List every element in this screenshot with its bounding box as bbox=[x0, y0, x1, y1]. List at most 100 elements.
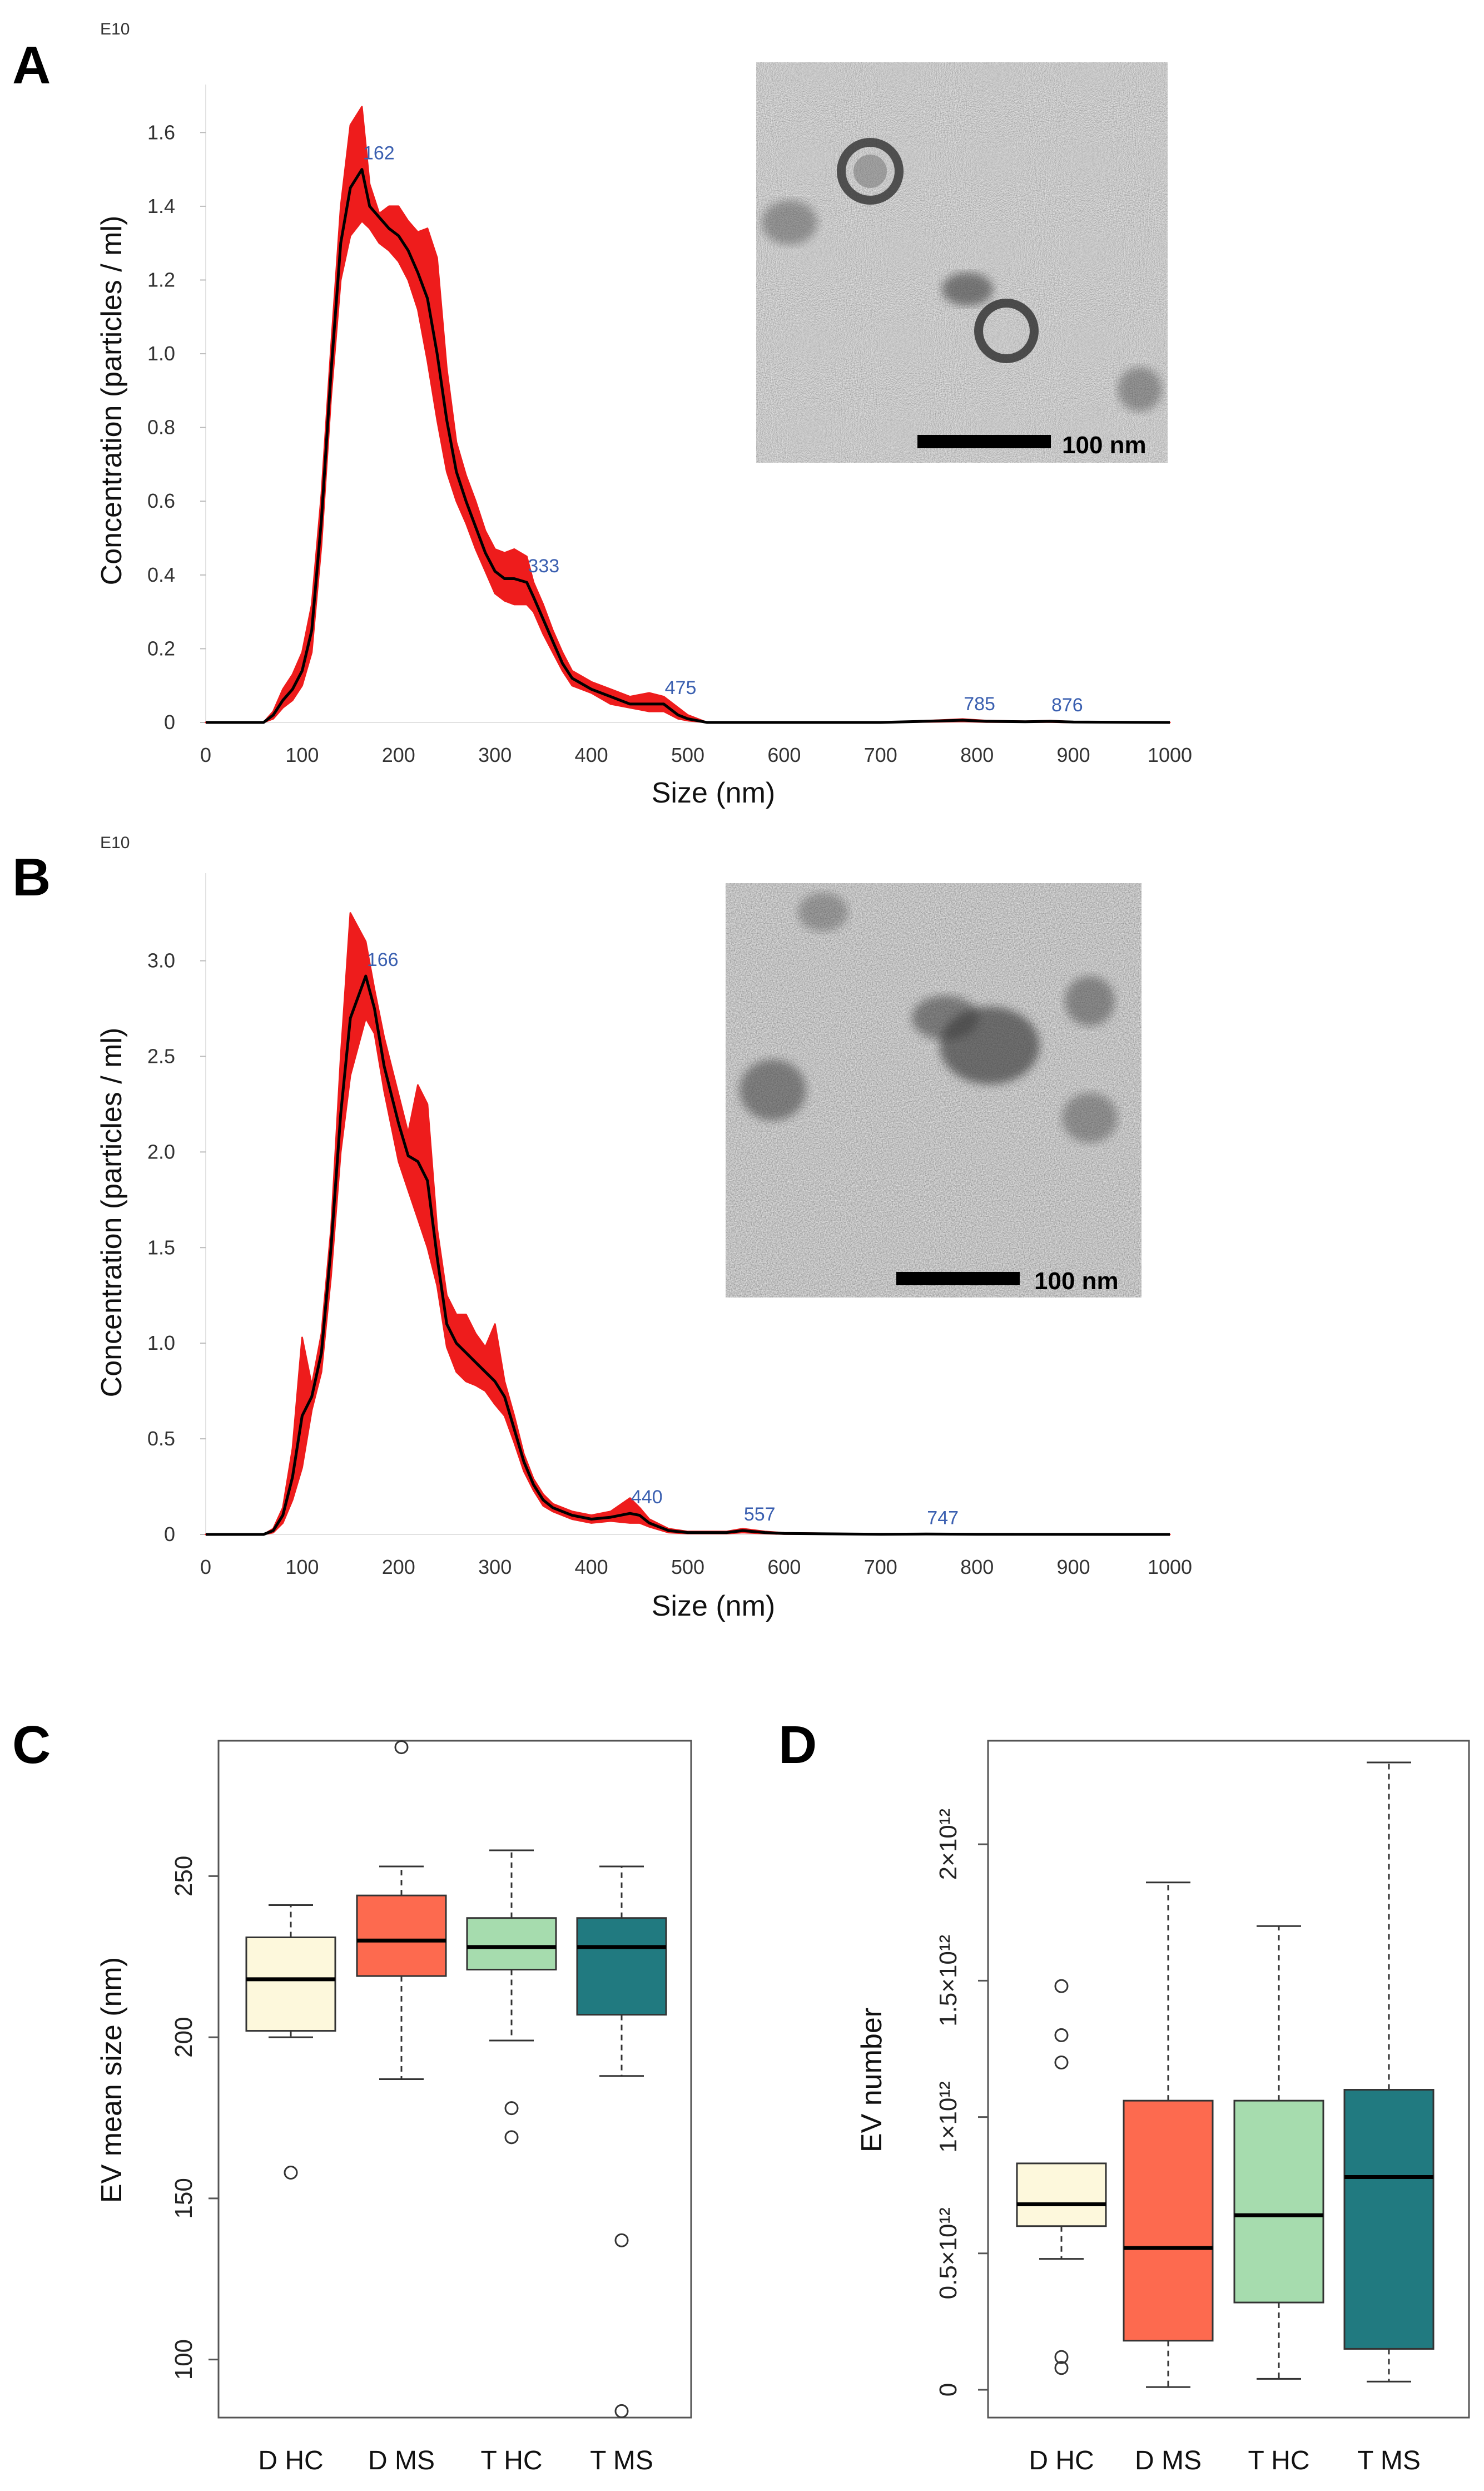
outlier-point bbox=[504, 2130, 519, 2145]
size-distribution-chart-a: E10 0 0.2 0.4 0.6 0.8 1.0 1.2 1.4 1.6 0 100 200 300… bbox=[96, 20, 1192, 809]
outlier-point bbox=[1054, 1979, 1069, 1993]
x-tick-label: 1000 bbox=[1148, 744, 1192, 766]
x-axis-title-a: Size (nm) bbox=[652, 777, 775, 809]
x-tick-label: 600 bbox=[767, 1556, 801, 1578]
x-tick-label: 200 bbox=[382, 1556, 415, 1578]
scale-bar-b bbox=[896, 1272, 1020, 1285]
peak-label: 166 bbox=[367, 949, 399, 970]
y-tick-label: 3.0 bbox=[147, 949, 175, 972]
tem-image-b: 100 nm bbox=[726, 883, 1141, 1298]
x-tick-label: 0 bbox=[200, 1556, 211, 1578]
y-tick-label: 1×10¹² bbox=[935, 2081, 962, 2152]
y-axis-title-a: Concentration (particles / ml) bbox=[96, 216, 128, 586]
categories-c: D HC D MS T HC T MS bbox=[258, 2446, 653, 2475]
categories-d: D HC D MS T HC T MS bbox=[1029, 2446, 1421, 2475]
y-ticks-b: 0 0.5 1.0 1.5 2.0 2.5 3.0 bbox=[147, 949, 206, 1546]
y-tick-label: 1.2 bbox=[147, 268, 175, 291]
boxes-c bbox=[245, 1740, 667, 2418]
plot-frame-d bbox=[987, 1740, 1470, 2419]
box bbox=[1233, 2099, 1324, 2304]
y-tick-label: 0.5×10¹² bbox=[935, 2207, 962, 2299]
mean-line bbox=[206, 168, 1170, 724]
x-tick-label: 300 bbox=[478, 744, 512, 766]
scale-bar-label-a: 100 nm bbox=[1062, 432, 1146, 459]
peak-label: 876 bbox=[1051, 695, 1083, 716]
x-tick-label: 900 bbox=[1057, 1556, 1090, 1578]
peak-label: 440 bbox=[631, 1487, 663, 1508]
panel-letter-c: C bbox=[12, 1715, 51, 1775]
x-tick-label: 200 bbox=[382, 744, 415, 766]
exponent-label-b: E10 bbox=[100, 834, 130, 852]
category-label: D MS bbox=[1135, 2446, 1202, 2475]
x-tick-label: 700 bbox=[864, 744, 897, 766]
y-tick-label: 250 bbox=[170, 1856, 197, 1896]
y-tick-label: 2.0 bbox=[147, 1140, 175, 1163]
y-tick-label: 0.6 bbox=[147, 489, 175, 512]
category-label: D HC bbox=[1029, 2446, 1094, 2475]
outlier-point bbox=[284, 2166, 298, 2180]
y-tick-label: 2.5 bbox=[147, 1044, 175, 1067]
x-tick-label: 900 bbox=[1057, 744, 1090, 766]
peak-annotations-b: 166 440 557 747 bbox=[367, 949, 959, 1528]
box bbox=[1016, 2162, 1107, 2227]
y-tick-label: 150 bbox=[170, 2178, 197, 2218]
x-tick-label: 500 bbox=[671, 744, 704, 766]
category-label: D HC bbox=[258, 2446, 323, 2475]
outlier-point bbox=[614, 2233, 629, 2247]
x-tick-label: 400 bbox=[575, 1556, 608, 1578]
panel-letter-b: B bbox=[12, 848, 51, 907]
y-tick-label: 0 bbox=[164, 711, 175, 734]
category-label: T MS bbox=[590, 2446, 653, 2475]
x-tick-label: 700 bbox=[864, 1556, 897, 1578]
series-b bbox=[205, 912, 1171, 1536]
y-tick-label: 1.6 bbox=[147, 121, 175, 143]
box bbox=[245, 1937, 336, 2032]
y-ticks-d: 0 0.5×10¹² 1×10¹² 1.5×10¹² 2×10¹² bbox=[935, 1809, 988, 2396]
y-tick-label: 1.0 bbox=[147, 342, 175, 365]
x-tick-label: 1000 bbox=[1148, 1556, 1192, 1578]
peak-label: 333 bbox=[528, 556, 559, 577]
y-tick-label: 1.0 bbox=[147, 1331, 175, 1354]
outlier-point bbox=[614, 2404, 629, 2418]
y-axis-title-b: Concentration (particles / ml) bbox=[96, 1028, 128, 1398]
y-tick-label: 1.4 bbox=[147, 195, 175, 217]
exponent-label-a: E10 bbox=[100, 20, 130, 38]
x-tick-label: 500 bbox=[671, 1556, 704, 1578]
mean-line bbox=[206, 974, 1170, 1536]
series-a bbox=[205, 106, 1171, 724]
y-axis-title-c: EV mean size (nm) bbox=[96, 1957, 128, 2203]
x-tick-label: 600 bbox=[767, 744, 801, 766]
panel-letter-a: A bbox=[12, 36, 51, 95]
peak-label: 162 bbox=[363, 143, 395, 164]
box bbox=[356, 1894, 447, 1977]
box bbox=[1123, 2099, 1214, 2342]
peak-label: 785 bbox=[964, 694, 995, 715]
x-ticks-b: 0 100 200 300 400 500 600 700 800 900 1000 bbox=[200, 1556, 1192, 1578]
box bbox=[1343, 2089, 1435, 2350]
outlier-point bbox=[1054, 2361, 1069, 2375]
outlier-point bbox=[504, 2101, 519, 2116]
box-plot-d: 0 0.5×10¹² 1×10¹² 1.5×10¹² 2×10¹² D HC D MS T … bbox=[856, 1740, 1470, 2475]
x-tick-label: 0 bbox=[200, 744, 211, 766]
boxes-d bbox=[1016, 1761, 1435, 2388]
box bbox=[466, 1917, 557, 1970]
y-tick-label: 0.4 bbox=[147, 563, 175, 586]
outlier-point bbox=[1054, 2055, 1069, 2069]
category-label: T MS bbox=[1357, 2446, 1421, 2475]
plot-frame-c bbox=[217, 1740, 692, 2419]
category-label: T HC bbox=[480, 2446, 542, 2475]
y-tick-label: 1.5×10¹² bbox=[935, 1935, 962, 2027]
scale-bar-a bbox=[917, 435, 1051, 448]
y-tick-label: 2×10¹² bbox=[935, 1809, 962, 1880]
outlier-point bbox=[1054, 2028, 1069, 2042]
size-distribution-chart-b: E10 0 0.5 1.0 1.5 2.0 2.5 3.0 0 100 200 300 400 500… bbox=[96, 834, 1192, 1622]
x-tick-label: 800 bbox=[960, 744, 994, 766]
outlier-point bbox=[394, 1740, 409, 1755]
y-ticks-c: 100 150 200 250 bbox=[170, 1856, 219, 2380]
outlier-point bbox=[1054, 2350, 1069, 2364]
y-tick-label: 0.8 bbox=[147, 416, 175, 439]
category-label: T HC bbox=[1248, 2446, 1309, 2475]
box bbox=[576, 1917, 667, 2016]
y-tick-label: 100 bbox=[170, 2339, 197, 2380]
y-tick-label: 0.5 bbox=[147, 1427, 175, 1450]
